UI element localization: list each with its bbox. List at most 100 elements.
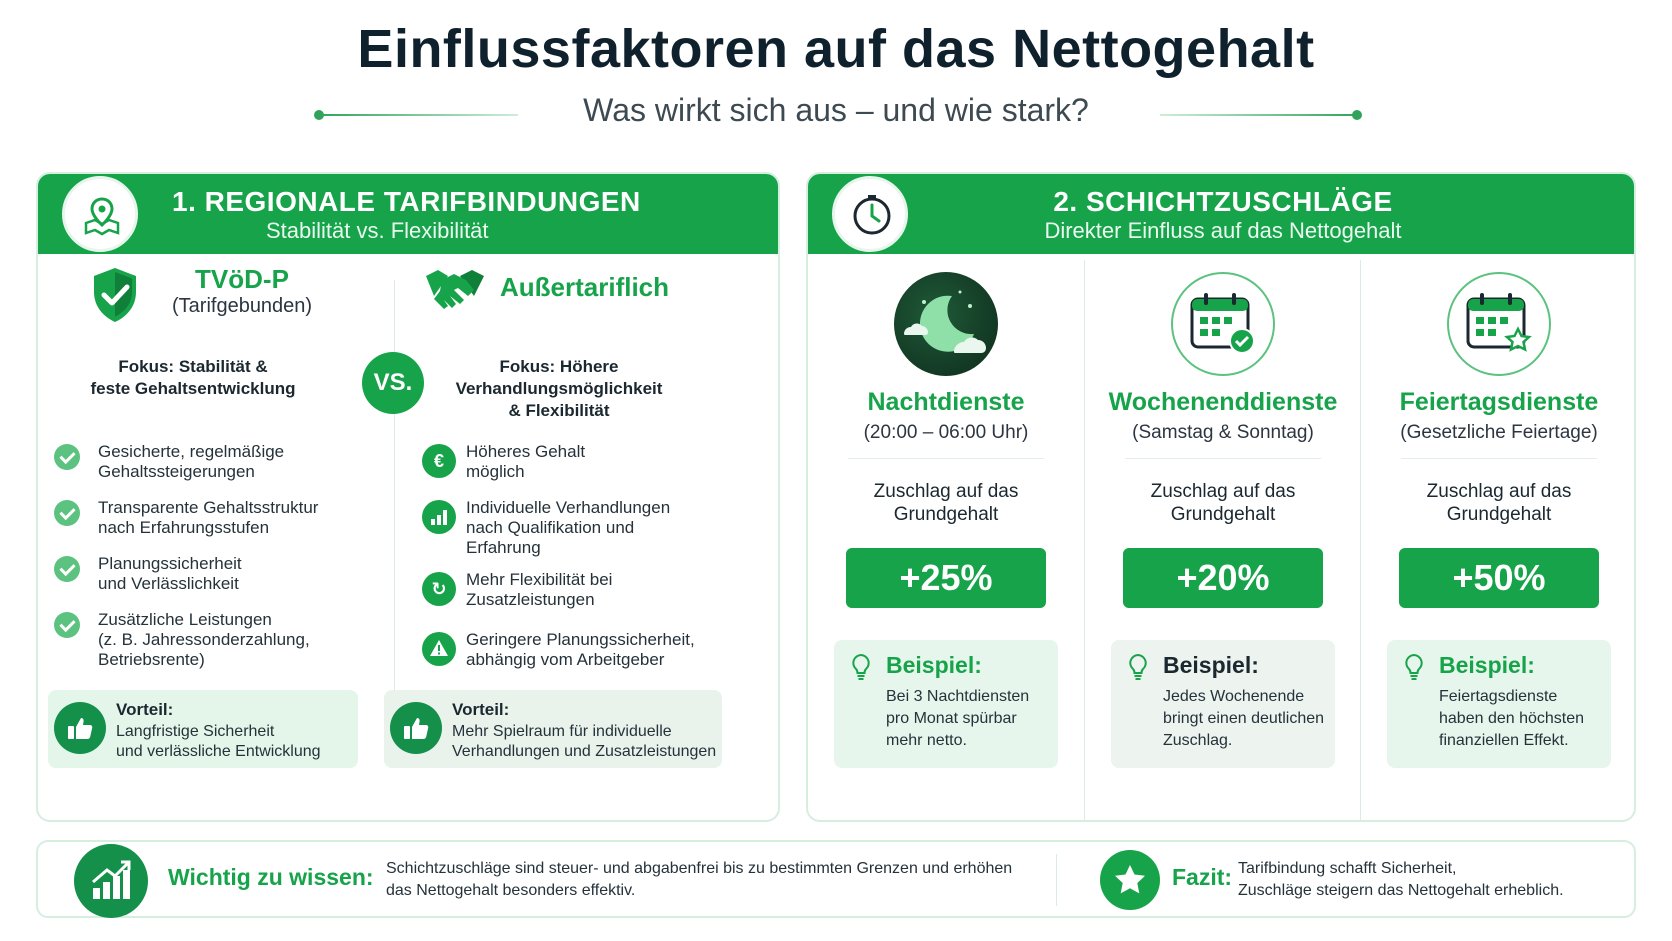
list-item-text: Geringere Planungssicherheit, (466, 630, 695, 649)
example-title: Beispiel: (1163, 652, 1259, 678)
lightbulb-icon (852, 653, 870, 680)
moon-night-icon (894, 272, 998, 376)
shift-panel-subtitle: Direkter Einfluss auf das Nettogehalt (1044, 218, 1402, 243)
important-title: Wichtig zu wissen: (168, 864, 374, 890)
list-item: Geringere Planungssicherheit, abhängig v… (422, 630, 762, 686)
tvoed-title: TVöD-P (195, 264, 289, 294)
list-item-text: Gesicherte, regelmäßige (98, 442, 285, 461)
shift-subtitle: (Gesetzliche Feiertage) (1400, 422, 1598, 443)
decor-line-right (1160, 114, 1360, 116)
important-line: das Nettogehalt besonders effektiv. (386, 882, 636, 899)
list-item: ↻ Mehr Flexibilität bei Zusatzleistungen (422, 570, 762, 630)
ausser-advantage-box: Vorteil: Mehr Spielraum für individuelle… (384, 690, 722, 768)
page-title: Einflussfaktoren auf das Nettogehalt (357, 19, 1315, 79)
growth-chart-icon (74, 844, 148, 918)
advantage-title: Vorteil: (116, 700, 174, 719)
list-item-text: Planungssicherheit (98, 554, 242, 573)
subtitle-row: Was wirkt sich aus – und wie stark? (0, 92, 1672, 132)
label-line: Grundgehalt (1446, 504, 1552, 525)
ausser-focus: Fokus: Höhere Verhandlungsmöglichkeit & … (434, 356, 684, 422)
map-pin-icon (62, 176, 138, 252)
list-item-text: Transparente Gehaltsstruktur (98, 498, 319, 517)
list-item-text: Mehr Flexibilität bei (466, 570, 613, 589)
info-bar: Wichtig zu wissen: Schichtzuschläge sind… (36, 840, 1636, 918)
conclusion-line: Zuschläge steigern das Nettogehalt erheb… (1238, 882, 1564, 899)
tvoed-subtitle: (Tarifgebunden) (172, 295, 313, 317)
list-item: Planungssicherheit und Verlässlichkeit (54, 554, 374, 610)
shift-title: Feiertagsdienste (1399, 388, 1599, 416)
refresh-icon: ↻ (422, 572, 456, 606)
focus-line: Fokus: Höhere (499, 357, 619, 376)
tariff-panel-title: 1. REGIONALE TARIFBINDUNGEN (172, 186, 641, 217)
check-icon (54, 612, 80, 638)
shift-panel-title: 2. SCHICHTZUSCHLÄGE (1053, 186, 1393, 217)
tariff-panel: 1. REGIONALE TARIFBINDUNGEN Stabilität v… (36, 172, 780, 822)
ausser-heading: Außertariflich (500, 272, 669, 303)
tvoed-focus: Fokus: Stabilität & feste Gehaltsentwick… (68, 356, 318, 400)
example-line: finanziellen Effekt. (1439, 732, 1569, 749)
check-icon (54, 500, 80, 526)
label-line: Grundgehalt (893, 504, 999, 525)
percent-badge: +25% (846, 548, 1046, 608)
decor-dot-right (1352, 110, 1362, 120)
tariff-panel-header: 1. REGIONALE TARIFBINDUNGEN Stabilität v… (38, 174, 778, 254)
shift-title: Wochenenddienste (1108, 388, 1338, 416)
percent-badge: +50% (1399, 548, 1599, 608)
tvoed-benefit-list: Gesicherte, regelmäßige Gehaltssteigerun… (54, 442, 374, 676)
list-item-text: Erfahrung (466, 538, 541, 557)
example-text: Bei 3 Nachtdiensten pro Monat spürbar me… (886, 686, 1029, 752)
column-divider (394, 280, 395, 700)
shift-panel: 2. SCHICHTZUSCHLÄGE Direkter Einfluss au… (806, 172, 1636, 822)
advantage-line: Langfristige Sicherheit (116, 723, 275, 740)
calendar-check-icon (1171, 272, 1275, 376)
ausser-title: Außertariflich (500, 272, 670, 302)
example-line: Feiertagsdienste (1439, 688, 1558, 705)
list-item: € Höheres Gehalt möglich (422, 442, 762, 498)
advantage-text: Mehr Spielraum für individuelle Verhandl… (452, 722, 716, 762)
shift-subtitle: (20:00 – 06:00 Uhr) (863, 422, 1029, 443)
label-line: Zuschlag auf das (1150, 481, 1296, 502)
important-line: Schichtzuschläge sind steuer- und abgabe… (386, 860, 1013, 877)
check-icon (54, 556, 80, 582)
shift-label: Zuschlag auf das Grundgehalt (1085, 480, 1361, 526)
shift-subtitle: (Samstag & Sonntag) (1132, 422, 1314, 443)
example-title: Beispiel: (1439, 652, 1535, 678)
list-item-text: Betriebsrente) (98, 650, 205, 669)
conclusion-line: Tarifbindung schafft Sicherheit, (1238, 860, 1457, 877)
handshake-icon (424, 266, 488, 316)
advantage-title: Vorteil: (452, 700, 510, 719)
shield-check-icon (90, 266, 150, 328)
focus-line: Fokus: Stabilität & (118, 357, 268, 376)
conclusion-text: Tarifbindung schafft Sicherheit, Zuschlä… (1238, 858, 1564, 902)
warning-icon (422, 632, 456, 666)
vs-badge: VS. (362, 352, 424, 414)
list-item-text: abhängig vom Arbeitgeber (466, 650, 665, 669)
list-item-text: Zusätzliche Leistungen (98, 610, 272, 629)
list-item-text: Höheres Gehalt (466, 442, 586, 461)
calendar-star-icon (1447, 272, 1551, 376)
important-text: Schichtzuschläge sind steuer- und abgabe… (386, 858, 1026, 902)
example-title: Beispiel: (886, 652, 982, 678)
example-line: haben den höchsten (1439, 710, 1585, 727)
divider (1056, 854, 1057, 906)
list-item-text: möglich (466, 462, 525, 481)
example-box: Beispiel: Jedes Wochenende bringt einen … (1111, 640, 1335, 768)
example-line: bringt einen deutlichen (1163, 710, 1325, 727)
list-item-text: Individuelle Verhandlungen (466, 498, 671, 517)
example-line: mehr netto. (886, 732, 967, 749)
tvoed-advantage-box: Vorteil: Langfristige Sicherheit und ver… (48, 690, 358, 768)
label-line: Grundgehalt (1170, 504, 1276, 525)
example-text: Jedes Wochenende bringt einen deutlichen… (1163, 686, 1324, 752)
shift-card-holiday: Feiertagsdienste (Gesetzliche Feiertage)… (1360, 260, 1634, 820)
example-line: Bei 3 Nachtdiensten (886, 688, 1030, 705)
lightbulb-icon (1405, 653, 1423, 680)
advantage-line: Verhandlungen und Zusatzleistungen (452, 743, 717, 760)
advantage-line: und verlässliche Entwicklung (116, 743, 321, 760)
example-text: Feiertagsdienste haben den höchsten fina… (1439, 686, 1584, 752)
focus-line: Verhandlungsmöglichkeit (455, 379, 663, 398)
example-line: Zuschlag. (1163, 732, 1233, 749)
ausser-benefit-list: € Höheres Gehalt möglich Individuelle Ve… (422, 442, 762, 686)
list-item-text: Zusatzleistungen (466, 590, 595, 609)
list-item: Gesicherte, regelmäßige Gehaltssteigerun… (54, 442, 374, 498)
divider (1401, 458, 1597, 459)
